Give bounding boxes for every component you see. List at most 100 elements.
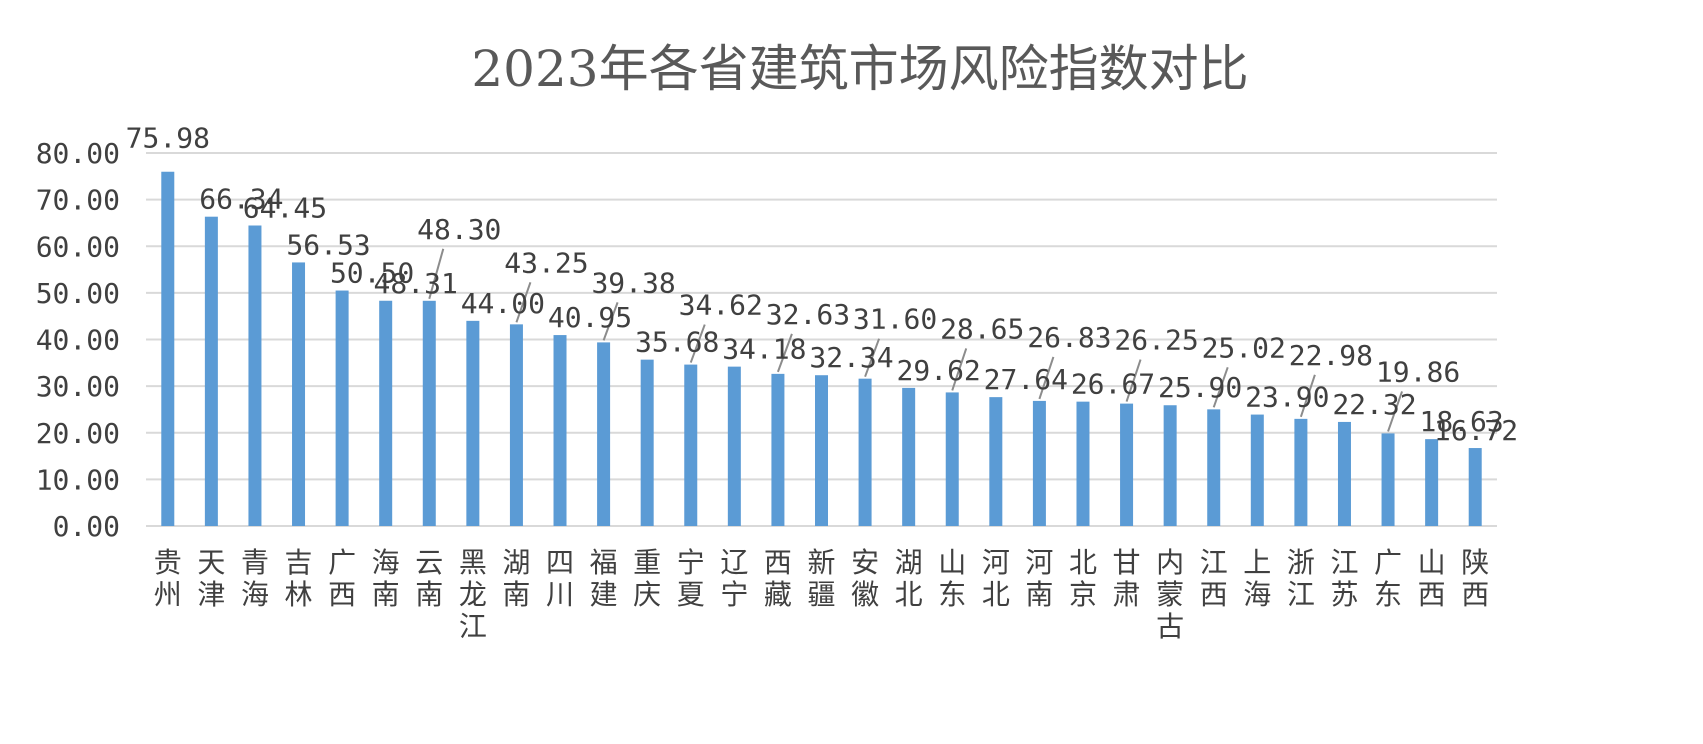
leader-line bbox=[515, 282, 532, 323]
data-label: 44.00 bbox=[461, 287, 545, 320]
bar bbox=[379, 300, 393, 526]
x-tick-label: 陕西 bbox=[1461, 546, 1489, 611]
data-label: 39.38 bbox=[591, 266, 675, 299]
leader-line bbox=[776, 333, 793, 373]
x-tick-label: 北京 bbox=[1069, 546, 1097, 611]
bar bbox=[509, 324, 523, 526]
data-label: 26.25 bbox=[1114, 324, 1198, 357]
data-label: 16.72 bbox=[1434, 414, 1518, 447]
data-label: 48.30 bbox=[417, 213, 501, 246]
data-label: 27.64 bbox=[984, 363, 1068, 396]
bar bbox=[989, 397, 1003, 526]
x-tick-label: 甘肃 bbox=[1113, 546, 1141, 611]
x-tick-label: 新疆 bbox=[807, 546, 835, 611]
bar bbox=[1425, 439, 1439, 526]
x-tick-label: 四川 bbox=[546, 546, 574, 611]
x-tick-label: 贵州 bbox=[154, 546, 182, 611]
data-label: 40.95 bbox=[548, 301, 632, 334]
y-tick-label: 10.00 bbox=[36, 463, 120, 496]
data-label: 50.50 bbox=[330, 257, 414, 290]
x-tick-label: 内蒙古 bbox=[1156, 546, 1184, 643]
bar bbox=[945, 392, 959, 526]
data-label: 66.34 bbox=[199, 183, 283, 216]
data-label: 26.83 bbox=[1027, 321, 1111, 354]
bar bbox=[1250, 414, 1264, 526]
data-label: 28.65 bbox=[940, 312, 1024, 345]
bar bbox=[466, 320, 480, 526]
chart-title: 2023年各省建筑市场风险指数对比 bbox=[471, 40, 1248, 98]
x-tick-label: 河南 bbox=[1025, 546, 1053, 611]
data-label: 26.67 bbox=[1071, 368, 1155, 401]
data-label: 19.86 bbox=[1376, 355, 1460, 388]
bar bbox=[1207, 409, 1221, 526]
data-label: 56.53 bbox=[286, 228, 370, 261]
leader-line bbox=[864, 338, 881, 378]
x-tick-label: 福建 bbox=[590, 546, 618, 611]
leader-line bbox=[689, 324, 706, 363]
leader-line bbox=[1299, 374, 1316, 418]
x-tick-label: 江西 bbox=[1200, 546, 1228, 611]
bar bbox=[1337, 421, 1351, 526]
bar bbox=[1294, 418, 1308, 526]
leader-line bbox=[428, 248, 445, 300]
data-label: 35.68 bbox=[635, 326, 719, 359]
leader-line bbox=[602, 302, 619, 341]
x-tick-label: 重庆 bbox=[633, 546, 661, 611]
leader-line bbox=[1125, 359, 1142, 402]
data-label: 25.02 bbox=[1202, 331, 1286, 364]
bar bbox=[292, 262, 306, 526]
bar bbox=[902, 387, 916, 526]
x-tick-label: 江苏 bbox=[1330, 546, 1358, 611]
y-tick-label: 30.00 bbox=[36, 370, 120, 403]
bar bbox=[1120, 403, 1134, 526]
bar bbox=[815, 375, 828, 526]
x-tick-label: 吉林 bbox=[285, 546, 313, 611]
x-tick-label: 上海 bbox=[1243, 546, 1271, 611]
bar bbox=[204, 216, 218, 526]
y-tick-label: 50.00 bbox=[36, 277, 120, 310]
leader-line bbox=[1038, 356, 1055, 400]
data-label: 22.32 bbox=[1332, 388, 1416, 421]
bar bbox=[727, 366, 741, 526]
x-tick-label: 广东 bbox=[1374, 546, 1402, 611]
x-tick-label: 宁夏 bbox=[677, 546, 705, 611]
leader-line bbox=[1212, 367, 1229, 408]
bar bbox=[597, 342, 611, 526]
label-leaders bbox=[428, 248, 1403, 432]
data-label: 64.45 bbox=[243, 192, 327, 225]
x-tick-label: 黑龙江 bbox=[459, 546, 487, 643]
y-tick-label: 60.00 bbox=[36, 230, 120, 263]
bar bbox=[1468, 448, 1482, 526]
x-tick-label: 河北 bbox=[982, 546, 1010, 611]
data-label: 25.90 bbox=[1158, 371, 1242, 404]
leader-line bbox=[1387, 391, 1403, 432]
x-tick-label: 天津 bbox=[197, 546, 225, 611]
x-tick-label: 海南 bbox=[372, 546, 400, 611]
x-tick-label: 广西 bbox=[328, 546, 356, 611]
leader-line bbox=[951, 348, 968, 391]
data-label: 32.34 bbox=[809, 341, 893, 374]
data-label: 18.63 bbox=[1419, 405, 1503, 438]
data-label: 23.90 bbox=[1245, 381, 1329, 414]
y-tick-label: 40.00 bbox=[36, 324, 120, 357]
data-label: 34.62 bbox=[679, 289, 763, 322]
x-tick-label: 青海 bbox=[241, 546, 269, 611]
data-label: 43.25 bbox=[504, 246, 588, 279]
bar bbox=[335, 290, 349, 526]
bar bbox=[553, 335, 567, 526]
x-tick-label: 浙江 bbox=[1287, 546, 1315, 611]
data-label: 29.62 bbox=[897, 354, 981, 387]
x-tick-label: 西藏 bbox=[764, 546, 792, 611]
y-tick-label: 80.00 bbox=[36, 137, 120, 170]
bar bbox=[1163, 405, 1177, 526]
x-tick-label: 云南 bbox=[415, 546, 443, 611]
y-axis-ticks: 0.00 10.00 20.00 30.00 40.00 50.00 60.00 70.00 8… bbox=[36, 137, 120, 543]
bar bbox=[161, 171, 175, 526]
bar bbox=[422, 300, 436, 526]
data-label: 22.98 bbox=[1289, 339, 1373, 372]
data-label: 31.60 bbox=[853, 303, 937, 336]
data-label: 32.63 bbox=[766, 298, 850, 331]
